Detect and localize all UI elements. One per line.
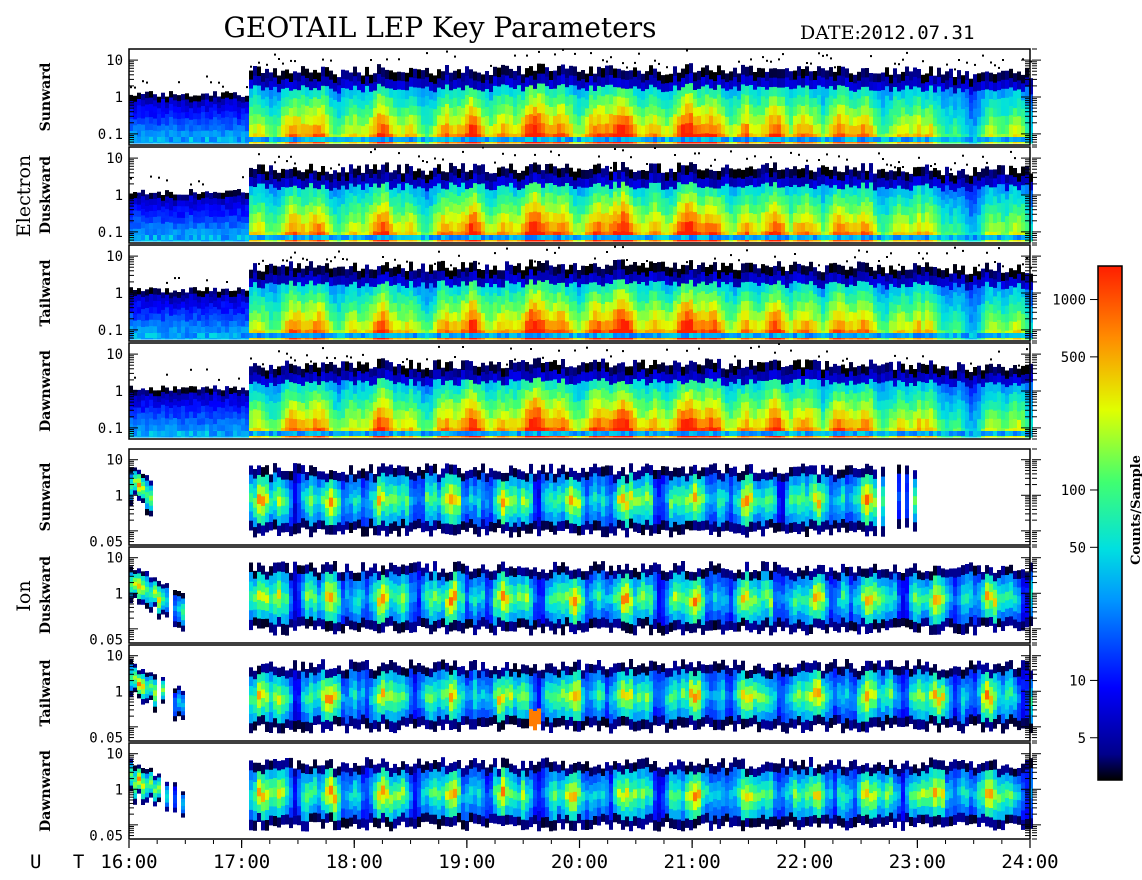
panel-electron-duskward xyxy=(128,146,1033,244)
panel-label: Dawnward xyxy=(38,750,54,832)
colorbar-tick-label: 5 xyxy=(1078,731,1086,747)
panel-electron-tailward xyxy=(128,244,1033,342)
group-label-electron: Electron xyxy=(13,155,35,237)
colorbar-label: Counts/Sample xyxy=(1129,455,1142,565)
x-axis-label: U T xyxy=(30,851,94,873)
date-label: DATE: xyxy=(800,22,861,44)
y-tick-label: 10 xyxy=(106,551,123,567)
y-tick-label: 10 xyxy=(106,747,123,763)
colorbar xyxy=(1097,265,1123,781)
colorbar-tick-label: 100 xyxy=(1061,483,1086,499)
y-tick-label: 10 xyxy=(106,347,123,363)
panel-ion-sunward xyxy=(128,448,1031,546)
y-axis-ticks: 1010.11010.11010.11010.11010.051010.0510… xyxy=(89,48,1041,845)
y-tick-label: 10 xyxy=(106,53,123,69)
y-tick-label: 0.1 xyxy=(98,127,123,143)
x-tick-label: 16:00 xyxy=(100,851,157,873)
chart-title: GEOTAIL LEP Key Parameters xyxy=(224,11,657,44)
y-tick-label: 1 xyxy=(115,188,123,204)
y-tick-label: 10 xyxy=(106,151,123,167)
y-tick-label: 0.1 xyxy=(98,225,123,241)
panel-electron-dawnward xyxy=(128,342,1033,440)
x-tick-label: 18:00 xyxy=(326,851,383,873)
panel-electron-sunward xyxy=(128,48,1033,146)
spectrogram-panels xyxy=(128,48,1033,840)
group-label-ion: Ion xyxy=(13,580,35,611)
panel-label: Dawnward xyxy=(38,350,54,432)
panel-label: Tailward xyxy=(38,659,54,726)
colorbar-tick-label: 50 xyxy=(1069,540,1086,556)
panel-label: Sunward xyxy=(38,62,54,131)
y-tick-label: 1 xyxy=(115,488,123,504)
colorbar-ticks: 1000 500 100 50 10 5 xyxy=(1052,293,1098,747)
x-tick-label: 22:00 xyxy=(776,851,833,873)
panel-ion-duskward xyxy=(128,546,1033,644)
y-tick-label: 10 xyxy=(106,649,123,665)
panel-label: Duskward xyxy=(38,156,54,234)
y-tick-label: 0.05 xyxy=(89,535,123,551)
x-axis-ticks: 16:00 17:00 18:00 19:00 20:00 21:00 22:00 23:00… xyxy=(100,840,1059,873)
y-tick-label: 0.1 xyxy=(98,323,123,339)
y-tick-label: 1 xyxy=(115,684,123,700)
y-tick-label: 1 xyxy=(115,286,123,302)
y-tick-label: 0.05 xyxy=(89,829,123,845)
colorbar-tick-label: 1000 xyxy=(1052,293,1086,309)
x-tick-label: 21:00 xyxy=(664,851,721,873)
panel-ion-tailward xyxy=(128,644,1033,742)
y-tick-label: 10 xyxy=(106,453,123,469)
panel-label: Tailward xyxy=(38,259,54,326)
colorbar-tick-label: 500 xyxy=(1061,350,1086,366)
y-tick-label: 0.05 xyxy=(89,731,123,747)
x-tick-label: 17:00 xyxy=(213,851,270,873)
x-tick-label: 24:00 xyxy=(1001,851,1058,873)
y-tick-label: 0.1 xyxy=(98,421,123,437)
colorbar-tick-label: 10 xyxy=(1069,673,1086,689)
panel-ion-dawnward xyxy=(128,742,1033,840)
x-tick-label: 19:00 xyxy=(438,851,495,873)
x-tick-label: 23:00 xyxy=(889,851,946,873)
x-tick-label: 20:00 xyxy=(551,851,608,873)
date-value: 2012.07.31 xyxy=(860,22,974,44)
panel-label: Sunward xyxy=(38,462,54,531)
y-tick-label: 10 xyxy=(106,249,123,265)
y-tick-label: 1 xyxy=(115,384,123,400)
y-tick-label: 1 xyxy=(115,90,123,106)
y-tick-label: 1 xyxy=(115,586,123,602)
y-tick-label: 0.05 xyxy=(89,633,123,649)
panel-label: Duskward xyxy=(38,556,54,634)
panel-labels: Sunward Duskward Tailward Dawnward Sunward Du… xyxy=(38,62,54,831)
y-tick-label: 1 xyxy=(115,782,123,798)
